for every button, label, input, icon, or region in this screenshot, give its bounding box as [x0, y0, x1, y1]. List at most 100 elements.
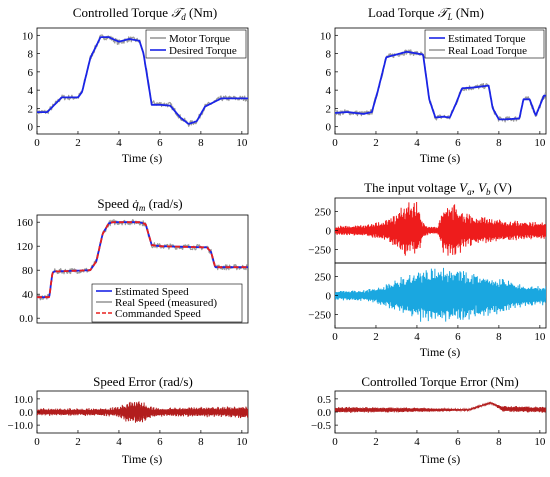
chart-title-subscript: d — [181, 12, 186, 22]
plot-area — [334, 27, 547, 135]
chart-title-symbol: q̇ — [132, 196, 139, 211]
legend: Motor Torque Desired Torque — [145, 29, 247, 59]
chart-title-sep: , — [472, 180, 479, 195]
series-layer — [37, 34, 248, 127]
legend-label-commanded-speed: Commanded Speed — [115, 308, 201, 320]
x-tick-label: 10 — [236, 137, 248, 149]
x-axis-label: Time (s) — [420, 452, 461, 466]
legend-label-estimated-torque: Estimated Torque — [448, 33, 526, 45]
chart-title-unit: (rad/s) — [145, 196, 182, 211]
x-tick-label: 10 — [534, 137, 546, 149]
series-line-speed-error — [37, 401, 248, 423]
series-layer — [335, 49, 546, 123]
x-tick-label: 0 — [332, 137, 338, 149]
y-tick-label: 120 — [17, 241, 34, 253]
y-tick-label: 8 — [28, 49, 34, 61]
x-tick-label: 10 — [534, 436, 546, 448]
chart-title: Controlled Torque Error (Nm) — [361, 374, 518, 389]
y-tick-label: 40 — [22, 289, 34, 301]
y-tick-label: 4 — [326, 85, 332, 97]
y-tick-label: 10.0 — [14, 394, 34, 406]
legend-label-real-speed: Real Speed (measured) — [115, 297, 217, 309]
x-tick-label: 0 — [34, 137, 40, 149]
panel-speed-error: Speed Error (rad/s) 0 2 4 6 8 1010.00.0−10.0 … — [8, 374, 249, 466]
panel-controlled-torque: Controlled Torque 𝒯d (Nm) 0 2 4 6 8 10 0 2 4 6 8 10… — [22, 5, 249, 165]
y-tick-label: 250 — [315, 207, 332, 219]
chart-title-unit: (Nm) — [453, 5, 484, 20]
chart-title-symbol-vb: V — [478, 180, 488, 195]
x-tick-label: 4 — [414, 436, 420, 448]
panel-torque-error: Controlled Torque Error (Nm) 0 2 4 6 8 10 0.50… — [311, 374, 547, 466]
y-tick-label: 160 — [17, 217, 34, 229]
x-axis-label: Time (s) — [420, 345, 461, 359]
series-layer-vb — [335, 267, 546, 322]
x-tick-label: 0 — [34, 436, 40, 448]
x-tick-label: 4 — [116, 137, 122, 149]
axes-layer: 0 2 4 6 8 10 0 2 4 6 8 10 — [22, 30, 248, 149]
plot-area — [36, 214, 249, 324]
series-line-va — [335, 201, 546, 256]
x-tick-label: 10 — [534, 331, 546, 343]
axes-layer: 0 2 4 6 8 10 0 2 4 6 8 10 — [320, 30, 546, 149]
series-line-torque-error — [335, 401, 546, 413]
x-tick-label: 2 — [373, 137, 379, 149]
y-tick-label: 0 — [326, 291, 332, 303]
legend-label-estimated-speed: Estimated Speed — [115, 286, 189, 298]
chart-title-subscript: m — [139, 203, 146, 213]
x-tick-label: 10 — [236, 436, 248, 448]
series-layer — [335, 401, 546, 413]
axes-layer: 0 2 4 6 8 10 0.50.0−0.5 — [311, 394, 546, 448]
x-axis-label: Time (s) — [122, 151, 163, 165]
chart-title-symbol-va: V — [459, 180, 469, 195]
x-tick-label: 2 — [373, 436, 379, 448]
y-tick-label: 0 — [326, 226, 332, 238]
x-tick-label: 8 — [496, 436, 502, 448]
y-tick-label: 0.5 — [317, 394, 331, 406]
x-tick-label: 6 — [455, 436, 461, 448]
y-tick-label: 0.0 — [19, 313, 33, 325]
chart-title: Speed q̇m (rad/s) — [97, 196, 182, 213]
x-tick-label: 4 — [116, 436, 122, 448]
plot-area — [36, 27, 249, 135]
x-axis-label: Time (s) — [420, 151, 461, 165]
axes-layer-va: 250 0 −250 — [308, 207, 338, 256]
y-tick-label: 0.0 — [19, 407, 33, 419]
chart-title: Speed Error (rad/s) — [93, 374, 193, 389]
x-tick-label: 6 — [157, 137, 163, 149]
axes-layer: 0 2 4 6 8 10 10.00.0−10.0 — [8, 394, 248, 448]
y-tick-label: 0 — [28, 122, 34, 134]
y-tick-label: 2 — [326, 103, 332, 115]
x-tick-label: 0 — [332, 436, 338, 448]
y-tick-label: 6 — [326, 67, 332, 79]
x-tick-label: 0 — [332, 331, 338, 343]
y-tick-label: −10.0 — [8, 420, 34, 432]
y-tick-label: −250 — [308, 244, 331, 256]
y-tick-label: 10 — [320, 30, 332, 42]
chart-title-subscript: L — [447, 12, 453, 22]
y-tick-label: 0 — [326, 122, 332, 134]
legend-box — [91, 283, 243, 323]
y-tick-label: 250 — [315, 272, 332, 284]
x-axis-label: Time (s) — [122, 452, 163, 466]
y-tick-label: 4 — [28, 85, 34, 97]
legend-box — [424, 29, 545, 59]
legend-label-desired-torque: Desired Torque — [169, 45, 237, 57]
legend-label-real-load-torque: Real Load Torque — [448, 45, 527, 57]
x-tick-label: 8 — [198, 436, 204, 448]
chart-title: Load Torque 𝒯L (Nm) — [368, 5, 484, 22]
x-tick-label: 4 — [414, 331, 420, 343]
y-tick-label: 0.0 — [317, 407, 331, 419]
series-line-commanded-speed — [37, 221, 248, 299]
series-layer — [37, 401, 248, 423]
x-tick-label: 2 — [75, 436, 81, 448]
y-tick-label: −0.5 — [311, 420, 331, 432]
chart-title: The input voltage Va, Vb (V) — [364, 180, 512, 197]
series-line-real-load-torque — [335, 49, 546, 123]
x-tick-label: 8 — [496, 331, 502, 343]
y-tick-label: 2 — [28, 103, 34, 115]
x-tick-label: 2 — [75, 137, 81, 149]
series-line-estimated-torque — [335, 50, 546, 121]
x-tick-label: 6 — [455, 137, 461, 149]
